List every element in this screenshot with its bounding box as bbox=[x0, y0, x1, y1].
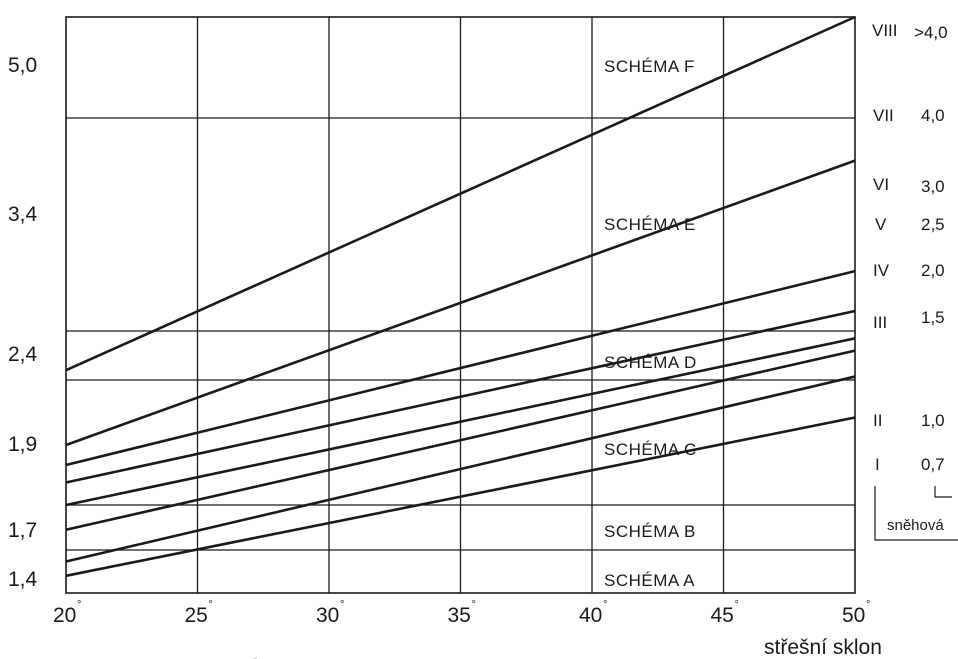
series-line-iv bbox=[65, 337, 856, 507]
x-tick-label: 40 bbox=[579, 604, 602, 627]
y-tick-label: 1,4 bbox=[8, 568, 38, 591]
degree-symbol: ° bbox=[472, 599, 476, 611]
schema-label: SCHÉMA F bbox=[604, 57, 695, 76]
labels: 20 ° 25 ° 30 ° 35 ° 40 ° 45 ° 50 °1,41,71,92,43,45,0S… bbox=[8, 21, 958, 659]
series-line-i bbox=[65, 416, 856, 578]
snow-value: 1,0 bbox=[921, 411, 945, 430]
series-line-v bbox=[65, 309, 856, 484]
y-tick-label: 1,7 bbox=[8, 519, 37, 542]
degree-symbol: ° bbox=[209, 599, 213, 611]
snow-value: 4,0 bbox=[921, 106, 945, 125]
series-lines bbox=[65, 15, 856, 578]
y-tick-label: 1,9 bbox=[8, 433, 37, 456]
y-tick-label: 5,0 bbox=[8, 54, 37, 77]
degree-symbol: ° bbox=[866, 599, 870, 611]
snow-axis-bracket bbox=[874, 486, 958, 541]
snow-value: 2,0 bbox=[921, 261, 945, 280]
series-line-ii bbox=[65, 375, 856, 563]
schema-label: SCHÉMA D bbox=[604, 353, 697, 372]
zone-label: VII bbox=[873, 106, 894, 125]
x-axis-label: střešní sklon bbox=[764, 636, 882, 659]
snow-axis-label: sněhová bbox=[887, 517, 944, 534]
x-tick-label: 20 bbox=[53, 604, 76, 627]
snow-value: 2,5 bbox=[921, 215, 945, 234]
grid bbox=[196, 17, 725, 593]
degree-symbol: ° bbox=[603, 599, 607, 611]
degree-symbol: ° bbox=[340, 599, 344, 611]
y-tick-label: 2,4 bbox=[8, 343, 38, 366]
snow-value: 3,0 bbox=[921, 177, 945, 196]
series-line-iii bbox=[65, 349, 856, 532]
schema-label: SCHÉMA C bbox=[604, 440, 697, 459]
snow-value: 1,5 bbox=[921, 308, 945, 327]
y-tick-label: 3,4 bbox=[8, 203, 38, 226]
x-tick-label: 25 bbox=[185, 604, 208, 627]
plot-frame bbox=[65, 16, 856, 594]
zone-label: VI bbox=[873, 175, 889, 194]
series-line-viii bbox=[65, 15, 856, 372]
x-tick-label: 50 bbox=[842, 604, 865, 627]
zone-label: V bbox=[875, 215, 887, 234]
x-tick-label: 35 bbox=[448, 604, 471, 627]
zone-label: I bbox=[875, 455, 880, 474]
figure-caption: Diagram pro určení schématu vyztužení po… bbox=[8, 655, 550, 659]
zone-label: VIII bbox=[872, 21, 898, 40]
snow-value: >4,0 bbox=[914, 23, 948, 42]
series-line-vi bbox=[65, 269, 856, 467]
schema-label: SCHÉMA E bbox=[604, 215, 696, 234]
series-line-vii bbox=[65, 159, 856, 447]
x-tick-label: 30 bbox=[316, 604, 339, 627]
snow-value: 0,7 bbox=[921, 455, 945, 474]
zone-label: III bbox=[873, 313, 887, 332]
bracket-mark bbox=[934, 486, 952, 498]
schema-label: SCHÉMA B bbox=[604, 522, 696, 541]
zone-label: II bbox=[873, 411, 882, 430]
zone-label: IV bbox=[873, 261, 890, 280]
schema-label: SCHÉMA A bbox=[604, 571, 695, 590]
degree-symbol: ° bbox=[735, 599, 739, 611]
degree-symbol: ° bbox=[77, 599, 81, 611]
x-tick-label: 45 bbox=[711, 604, 734, 627]
